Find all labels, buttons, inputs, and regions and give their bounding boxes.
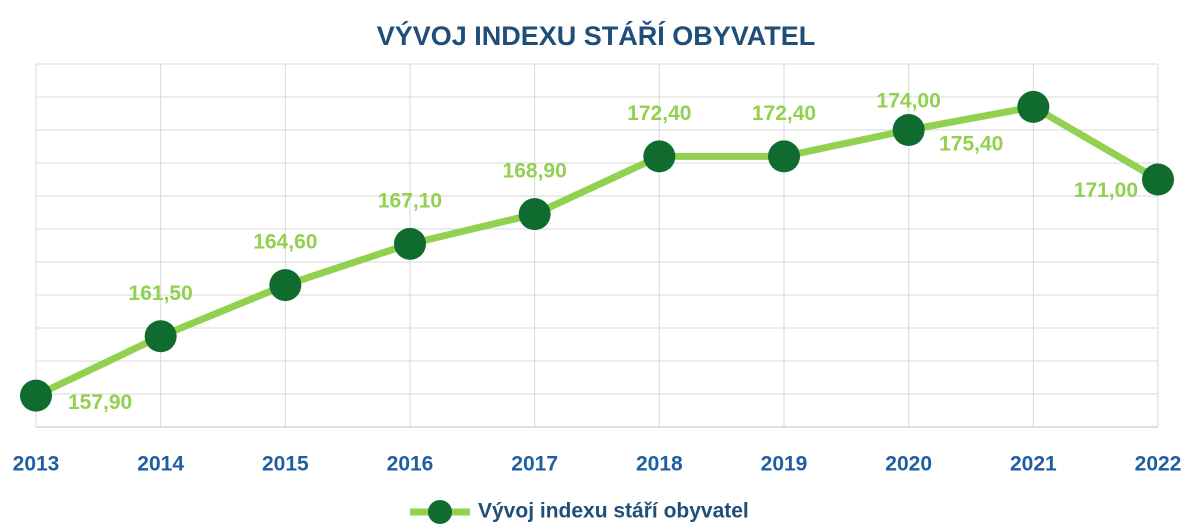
data-label: 161,50 — [129, 282, 193, 305]
x-tick-label: 2017 — [511, 453, 558, 476]
x-tick-label: 2016 — [387, 453, 434, 476]
x-tick-label: 2021 — [1010, 453, 1057, 476]
marker — [20, 379, 52, 412]
line — [34, 103, 1160, 399]
marker — [892, 114, 925, 146]
data-label: 175,40 — [939, 132, 1003, 155]
data-label: 171,00 — [1074, 179, 1138, 202]
chart-title: VÝVOJ INDEXU STÁŘÍ OBYVATEL — [377, 20, 816, 51]
data-label: 172,40 — [752, 102, 816, 125]
x-tick-label: 2019 — [761, 453, 808, 476]
legend-marker — [428, 500, 452, 524]
x-tick-label: 2015 — [262, 453, 309, 476]
x-tick-label: 2013 — [13, 453, 60, 476]
x-tick-label: 2014 — [137, 453, 184, 476]
data-label: 174,00 — [877, 90, 941, 113]
x-tick-label: 2022 — [1135, 453, 1182, 476]
marker — [643, 140, 676, 173]
data-label: 168,90 — [503, 160, 567, 183]
marker — [269, 269, 302, 302]
data-label: 167,10 — [378, 189, 442, 212]
marker — [768, 140, 800, 173]
marker — [144, 320, 177, 353]
legend-label: Vývoj indexu stáří obyvatel — [478, 500, 749, 523]
marker — [1142, 163, 1174, 196]
marker — [394, 227, 426, 260]
marker — [1017, 90, 1050, 123]
x-tick-label: 2018 — [636, 453, 683, 476]
data-label: 157,90 — [68, 391, 132, 414]
data-label: 172,40 — [627, 102, 691, 125]
marker — [518, 198, 551, 231]
data-label: 164,60 — [253, 231, 317, 254]
x-tick-label: 2020 — [885, 453, 932, 476]
